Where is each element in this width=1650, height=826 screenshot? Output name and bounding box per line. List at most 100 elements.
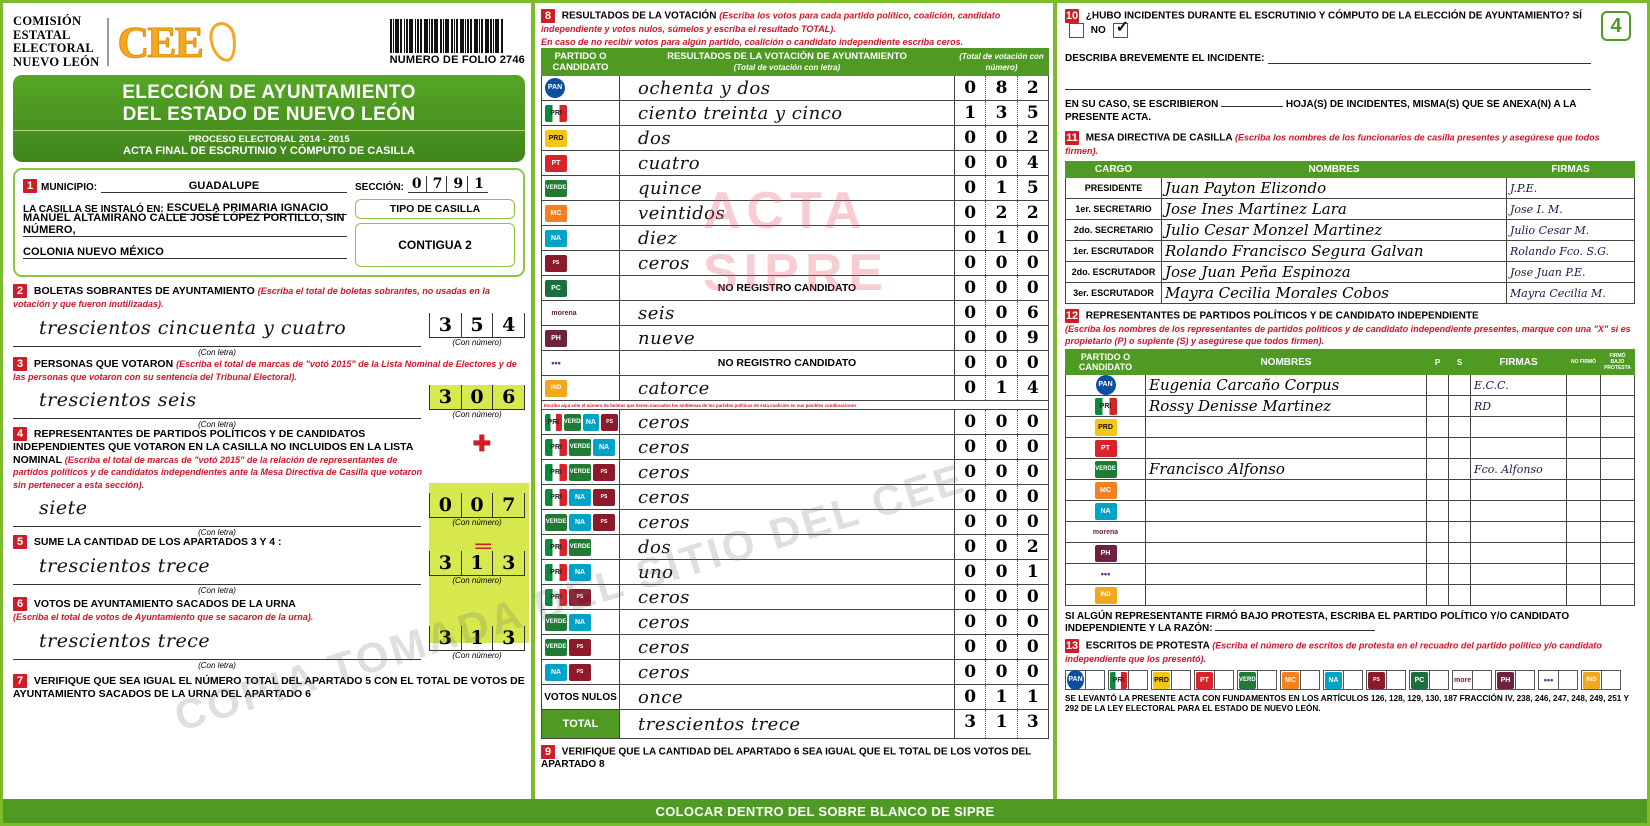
vote-letter-cell[interactable]: ceros: [619, 434, 955, 460]
address-line-2[interactable]: MANUEL ALTAMIRANO CALLE JOSÉ LÓPEZ PORTI…: [23, 212, 345, 236]
vote-letter-cell[interactable]: nueve: [619, 325, 955, 351]
rep-propietario-cell[interactable]: [1426, 521, 1449, 543]
rep-suplente-cell[interactable]: [1448, 500, 1471, 522]
section-2-number-field[interactable]: 3 5 4 (Con número): [429, 312, 526, 347]
rep-bajo-protesta-cell[interactable]: [1600, 500, 1635, 522]
rep-suplente-cell[interactable]: [1448, 395, 1471, 417]
rep-bajo-protesta-cell[interactable]: [1600, 437, 1635, 459]
nombre-cell[interactable]: Jose Juan Peña Espinoza: [1161, 261, 1507, 283]
hojas-value[interactable]: [1221, 106, 1284, 107]
vote-letter-cell[interactable]: seis: [619, 300, 955, 326]
vote-letter-cell[interactable]: diez: [619, 225, 955, 251]
rep-no-firmo-cell[interactable]: [1566, 542, 1601, 564]
rep-nombre-cell[interactable]: [1145, 437, 1427, 459]
rep-bajo-protesta-cell[interactable]: [1600, 458, 1635, 480]
rep-no-firmo-cell[interactable]: [1566, 416, 1601, 438]
protest-count-box[interactable]: [1601, 671, 1620, 689]
rep-propietario-cell[interactable]: [1426, 542, 1449, 564]
vote-letter-cell[interactable]: ceros: [619, 409, 955, 435]
total-letter-cell[interactable]: trescientos trece: [619, 709, 955, 739]
nulos-letter-cell[interactable]: once: [619, 684, 955, 710]
rep-firma-cell[interactable]: [1470, 584, 1567, 606]
section-4-number-field[interactable]: 0 0 7 (Con número): [429, 493, 526, 527]
rep-suplente-cell[interactable]: [1448, 458, 1471, 480]
rep-no-firmo-cell[interactable]: [1566, 563, 1601, 585]
rep-nombre-cell[interactable]: Francisco Alfonso: [1145, 458, 1427, 480]
protest-entry-encuentro[interactable]: •••: [1538, 670, 1578, 690]
rep-no-firmo-cell[interactable]: [1566, 521, 1601, 543]
nombre-cell[interactable]: Julio Cesar Monzel Martinez: [1161, 219, 1507, 241]
vote-letter-cell[interactable]: ceros: [619, 459, 955, 485]
vote-letter-cell[interactable]: veintidos: [619, 200, 955, 226]
rep-nombre-cell[interactable]: [1145, 542, 1427, 564]
rep-suplente-cell[interactable]: [1448, 584, 1471, 606]
vote-letter-cell[interactable]: ceros: [619, 250, 955, 276]
vote-letter-cell[interactable]: NO REGISTRO CANDIDATO: [619, 350, 955, 376]
rep-suplente-cell[interactable]: [1448, 479, 1471, 501]
protest-count-box[interactable]: [1386, 671, 1405, 689]
rep-no-firmo-cell[interactable]: [1566, 395, 1601, 417]
section-3-letter-value[interactable]: trescientos seis: [39, 389, 197, 411]
protest-count-box[interactable]: [1214, 671, 1233, 689]
protest-count-box[interactable]: [1558, 671, 1577, 689]
protest-count-box[interactable]: [1343, 671, 1362, 689]
incidentes-no-checkbox[interactable]: ✓: [1112, 19, 1129, 38]
firma-cell[interactable]: Rolando Fco. S.G.: [1506, 240, 1635, 262]
rep-nombre-cell[interactable]: [1145, 563, 1427, 585]
vote-letter-cell[interactable]: catorce: [619, 375, 955, 401]
nombre-cell[interactable]: Rolando Francisco Segura Galvan: [1161, 240, 1507, 262]
protest-entry-prd[interactable]: PRD: [1151, 670, 1191, 690]
firma-cell[interactable]: Jose I. M.: [1506, 198, 1635, 220]
rep-no-firmo-cell[interactable]: [1566, 584, 1601, 606]
rep-suplente-cell[interactable]: [1448, 563, 1471, 585]
nombre-cell[interactable]: Jose Ines Martinez Lara: [1161, 198, 1507, 220]
rep-no-firmo-cell[interactable]: [1566, 458, 1601, 480]
rep-firma-cell[interactable]: [1470, 563, 1567, 585]
rep-propietario-cell[interactable]: [1426, 437, 1449, 459]
protest-count-box[interactable]: [1128, 671, 1147, 689]
rep-firma-cell[interactable]: [1470, 500, 1567, 522]
seccion-digits[interactable]: 0 7 9 1: [407, 176, 488, 193]
protest-value[interactable]: [1215, 630, 1376, 631]
rep-firma-cell[interactable]: [1470, 542, 1567, 564]
vote-letter-cell[interactable]: ceros: [619, 509, 955, 535]
rep-bajo-protesta-cell[interactable]: [1600, 542, 1635, 564]
protest-entry-humanista[interactable]: PH: [1495, 670, 1535, 690]
rep-suplente-cell[interactable]: [1448, 437, 1471, 459]
section-2-letter-value[interactable]: trescientos cincuenta y cuatro: [39, 316, 347, 339]
section-6-letter-value[interactable]: trescientos trece: [39, 629, 211, 652]
address-line-3[interactable]: COLONIA NUEVO MÉXICO: [23, 246, 164, 258]
rep-no-firmo-cell[interactable]: [1566, 437, 1601, 459]
rep-no-firmo-cell[interactable]: [1566, 479, 1601, 501]
rep-nombre-cell[interactable]: [1145, 584, 1427, 606]
protest-entry-cruz[interactable]: PC: [1409, 670, 1449, 690]
rep-nombre-cell[interactable]: [1145, 479, 1427, 501]
rep-propietario-cell[interactable]: [1426, 500, 1449, 522]
protest-entry-na[interactable]: NA: [1323, 670, 1363, 690]
protest-count-box[interactable]: [1085, 671, 1104, 689]
section-5-letter-value[interactable]: trescientos trece: [39, 555, 211, 577]
describe-incidente-line-2[interactable]: [1065, 73, 1591, 90]
protest-count-box[interactable]: [1257, 671, 1276, 689]
rep-bajo-protesta-cell[interactable]: [1600, 374, 1635, 396]
vote-letter-cell[interactable]: ceros: [619, 484, 955, 510]
